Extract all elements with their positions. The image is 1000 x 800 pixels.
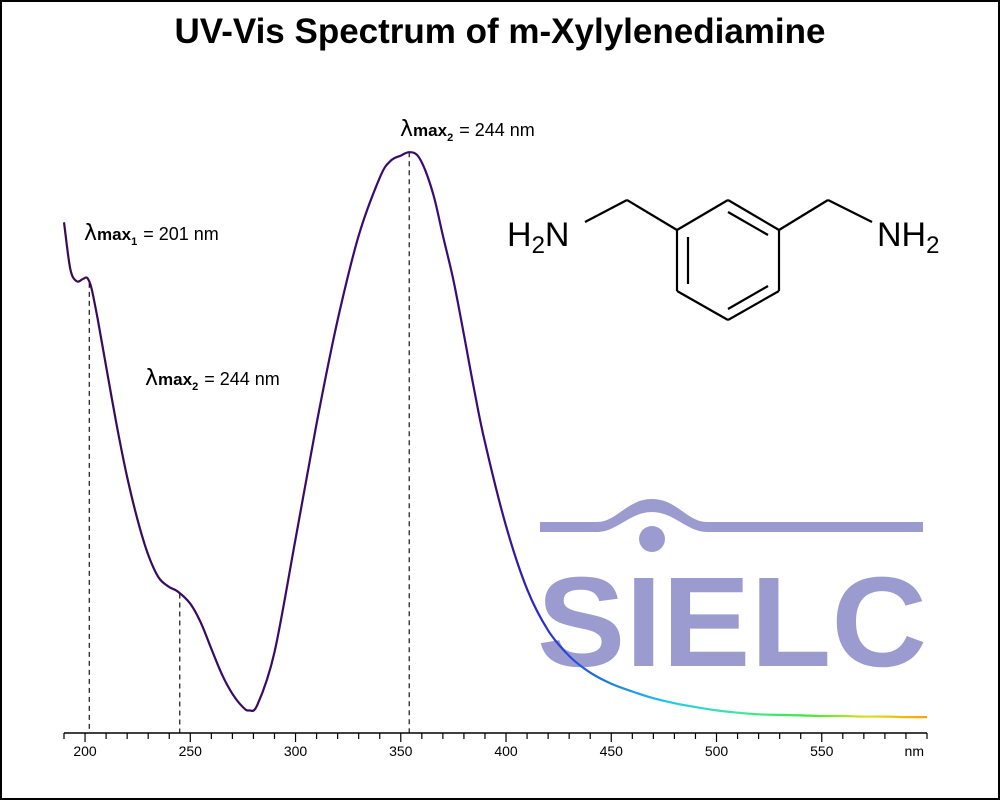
molecule-structure — [584, 199, 873, 321]
chart-title: UV-Vis Spectrum of m-Xylylenediamine — [174, 12, 826, 51]
peak-label: λmax1 = 201 nm — [84, 221, 219, 248]
peak-annotations: λmax1 = 201 nm λmax2 = 244 nm λmax2 = 244 nm — [84, 117, 535, 393]
peak-label: λmax2 = 244 nm — [145, 366, 280, 393]
ring-bond — [727, 290, 780, 321]
right-amine-label: NH2 — [877, 216, 939, 259]
left-amine-label: H2N — [507, 216, 569, 259]
ring-double-bond — [727, 285, 769, 310]
ring-double-bond — [727, 211, 769, 236]
side-bond — [778, 199, 829, 231]
logo-dot — [639, 526, 665, 552]
x-tick-label: 500 — [705, 743, 729, 759]
side-bond — [626, 199, 678, 231]
x-tick-label: 550 — [810, 743, 834, 759]
x-tick-label: 400 — [494, 743, 518, 759]
x-tick-label: 350 — [389, 743, 413, 759]
ring-bond — [676, 199, 729, 231]
ring-bond — [676, 290, 729, 321]
x-tick-label: 200 — [73, 743, 97, 759]
peak-label: λmax2 = 244 nm — [400, 117, 535, 144]
sielc-logo: SIELC — [537, 499, 927, 694]
x-tick-label: 300 — [284, 743, 308, 759]
spectrum-line — [62, 151, 928, 719]
x-tick-label: 250 — [179, 743, 203, 759]
x-axis-unit-label: nm — [905, 743, 924, 759]
logo-text: SIELC — [537, 551, 927, 694]
peak-guides — [88, 152, 410, 733]
x-tick-label: 450 — [600, 743, 624, 759]
side-bond — [584, 199, 628, 223]
x-axis: 200 250 300 350 400 450 500 550 nm — [63, 732, 928, 759]
side-bond — [827, 199, 873, 223]
logo-swoosh — [540, 499, 923, 532]
ring-bond — [727, 199, 780, 231]
